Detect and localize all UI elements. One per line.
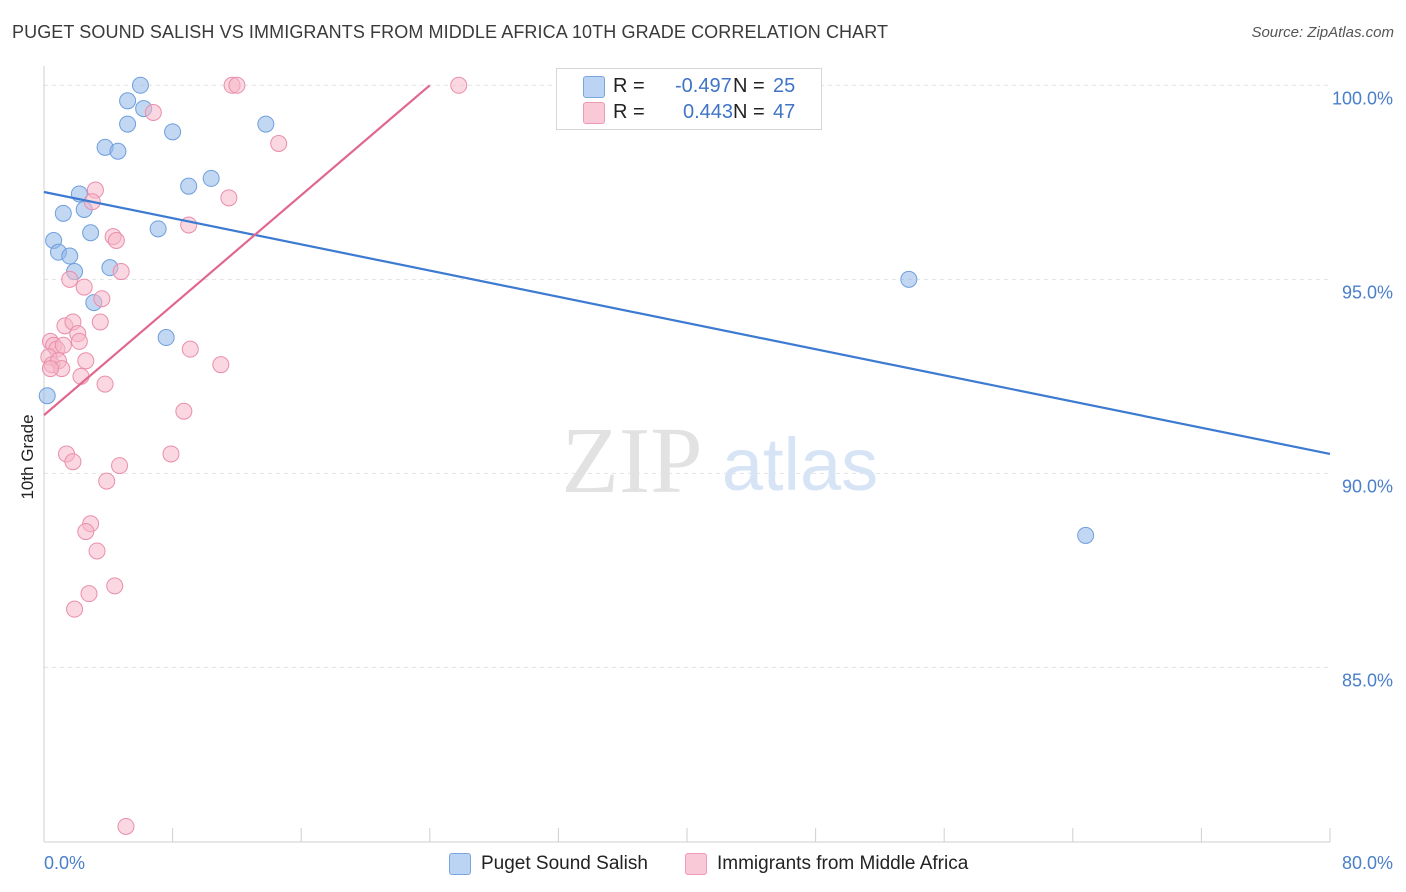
watermark-zip: ZIP [562, 409, 703, 513]
data-point [61, 247, 79, 265]
n-value-middle-africa: 47 [773, 101, 796, 123]
y-tick-label: 95.0% [1342, 282, 1393, 302]
r-label: R = [613, 101, 645, 123]
data-point [107, 232, 125, 250]
n-label: N = [733, 101, 765, 123]
watermark-atlas: atlas [722, 423, 878, 506]
data-point [70, 332, 88, 350]
chart-title: PUGET SOUND SALISH VS IMMIGRANTS FROM MI… [12, 22, 889, 42]
data-point [144, 103, 162, 121]
data-point [900, 270, 918, 288]
data-point [88, 542, 106, 560]
legend-label-salish: Puget Sound Salish [481, 853, 648, 874]
data-point [180, 177, 198, 195]
x-tick-label-min: 0.0% [44, 853, 85, 873]
data-point [1077, 526, 1095, 544]
data-point [72, 367, 90, 385]
r-value-middle-africa: 0.443 [683, 101, 734, 123]
data-point [93, 290, 111, 308]
data-point [164, 123, 182, 141]
data-point [106, 577, 124, 595]
data-point [257, 115, 275, 133]
data-point [181, 340, 199, 358]
data-point [119, 115, 137, 133]
data-point [66, 600, 84, 618]
legend-swatch-middle-africa [685, 853, 707, 875]
data-point [212, 356, 230, 374]
data-point [202, 169, 220, 187]
data-point [75, 278, 93, 296]
data-point [77, 352, 95, 370]
y-tick-labels: 85.0% 90.0% 95.0% 100.0% [1332, 88, 1393, 690]
trend-line [43, 84, 431, 416]
x-tick-label-max: 80.0% [1342, 853, 1393, 873]
trend-lines [43, 84, 1331, 456]
swatch-salish [583, 76, 605, 98]
axes [43, 66, 1331, 843]
data-point [119, 92, 137, 110]
y-tick-label: 85.0% [1342, 670, 1393, 690]
data-point [38, 387, 56, 405]
data-point [77, 523, 95, 541]
data-point [54, 336, 72, 354]
data-point [175, 402, 193, 420]
data-point [98, 472, 116, 490]
n-label: N = [733, 75, 765, 97]
data-point [91, 313, 109, 331]
data-point [112, 263, 130, 281]
data-point [157, 329, 175, 347]
data-point [109, 142, 127, 160]
legend-label-middle-africa: Immigrants from Middle Africa [717, 853, 969, 874]
data-point [149, 220, 167, 238]
data-point [96, 375, 114, 393]
data-point [162, 445, 180, 463]
source-label: Source: ZipAtlas.com [1251, 24, 1394, 41]
y-tick-label: 100.0% [1332, 88, 1393, 108]
y-tick-label: 90.0% [1342, 476, 1393, 496]
data-point [111, 457, 129, 475]
data-point [41, 360, 59, 378]
data-point [117, 817, 135, 835]
data-point [450, 76, 468, 94]
data-point [61, 270, 79, 288]
correlation-legend: R = -0.497 N = 25 R = 0.443 N = 47 [556, 68, 822, 130]
swatch-middle-africa [583, 102, 605, 124]
data-point [228, 76, 246, 94]
grid-lines [44, 84, 1330, 668]
trend-line [43, 190, 1331, 456]
data-point [64, 453, 82, 471]
data-point [54, 204, 72, 222]
r-value-salish: -0.497 [675, 75, 732, 97]
legend-swatch-salish [449, 853, 471, 875]
r-label: R = [613, 75, 645, 97]
points-immigrants-middle-africa [40, 76, 468, 835]
data-point [82, 224, 100, 242]
data-point [220, 189, 238, 207]
data-point [80, 585, 98, 603]
data-point [131, 76, 149, 94]
y-axis-label: 10th Grade [18, 414, 37, 499]
n-value-salish: 25 [773, 75, 796, 97]
data-point [270, 134, 288, 152]
